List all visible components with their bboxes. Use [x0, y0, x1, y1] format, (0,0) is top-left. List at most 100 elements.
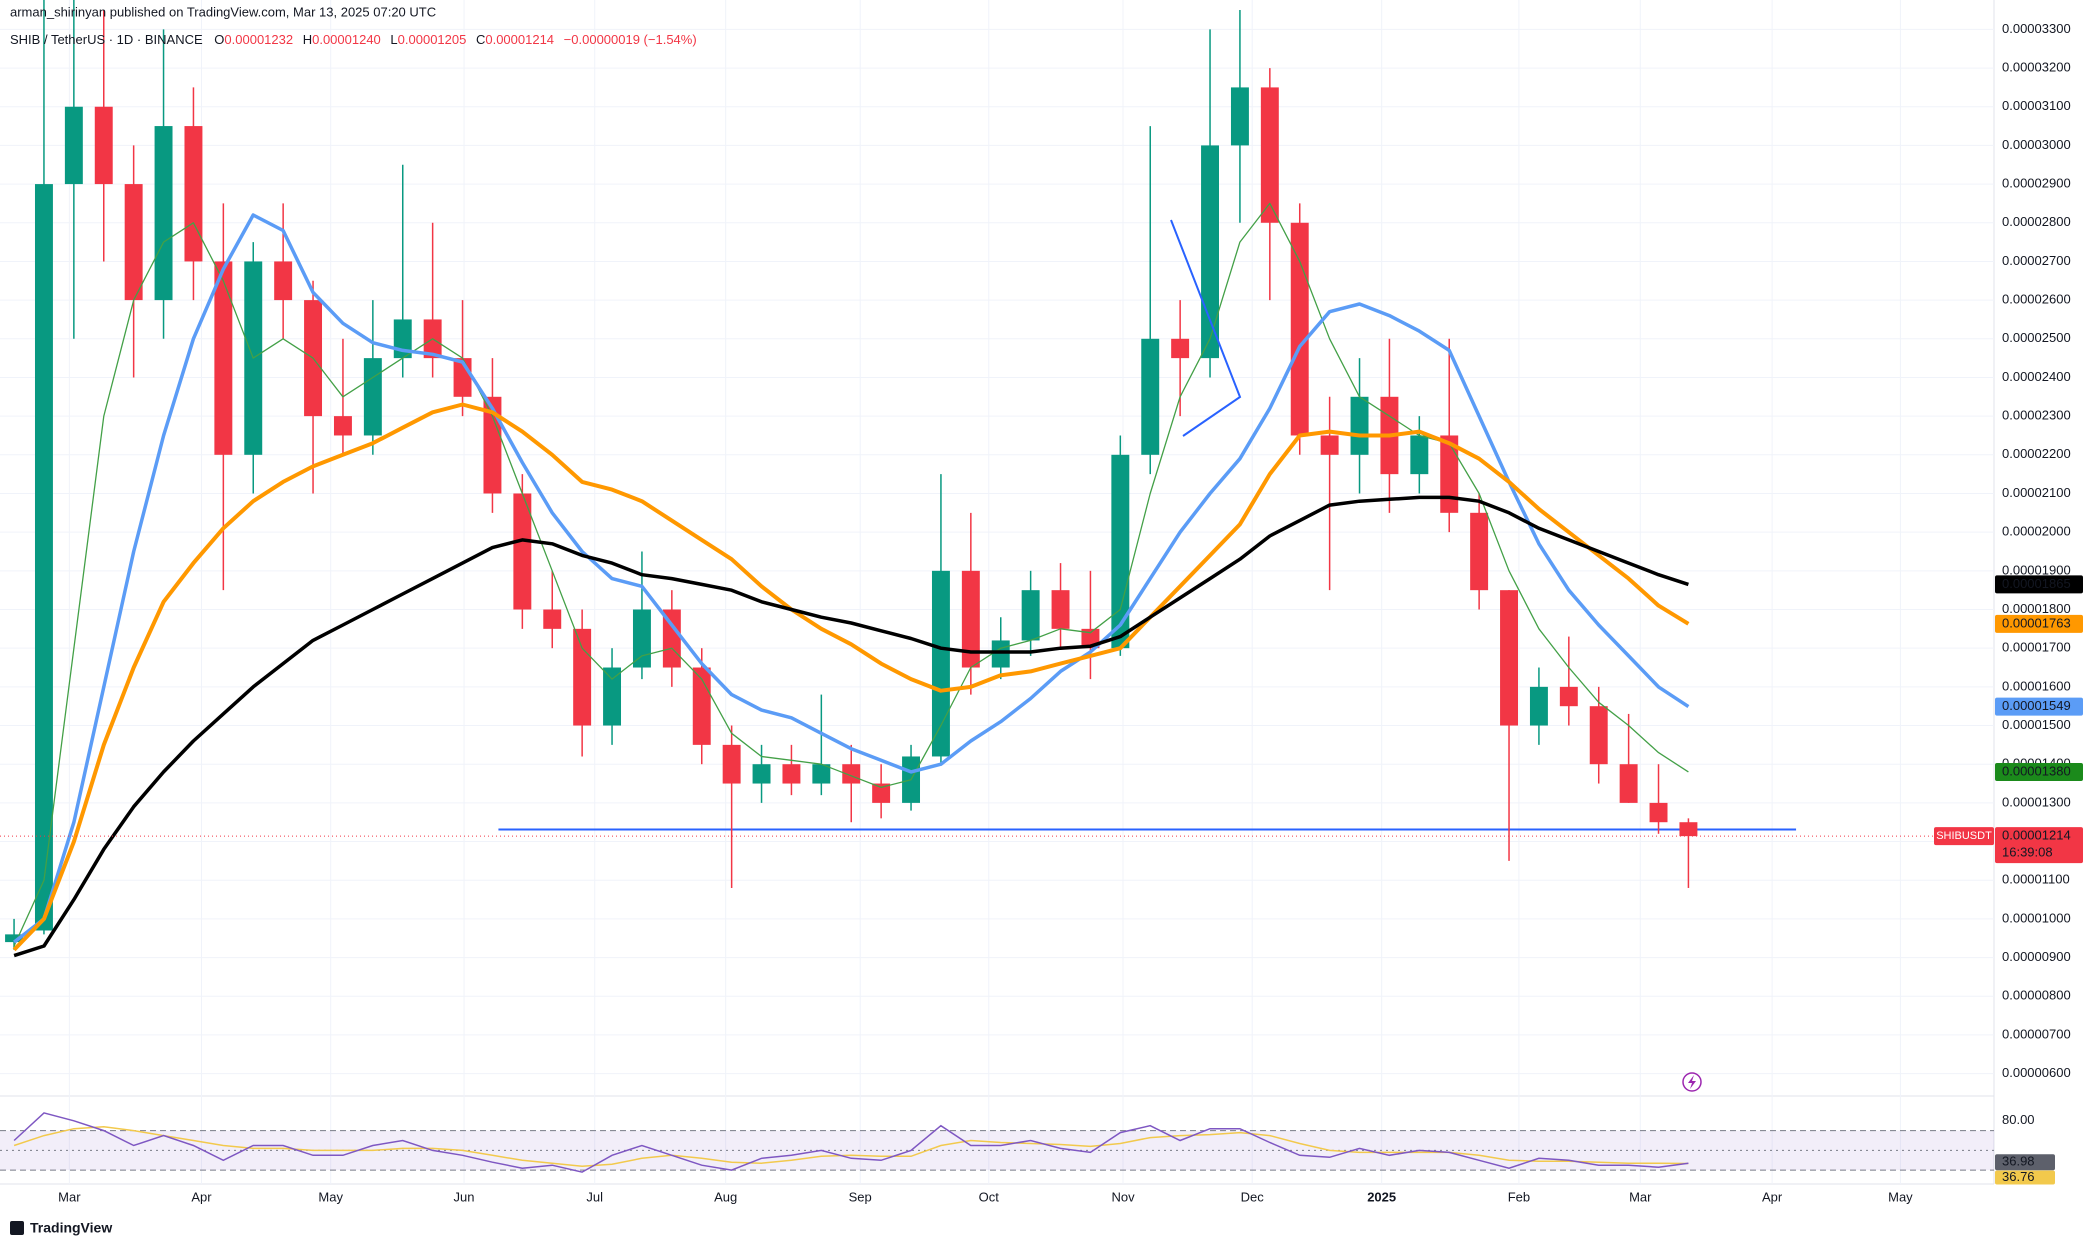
ma-price-tag — [1995, 575, 2083, 594]
logo: TradingView — [10, 1220, 112, 1236]
rsi-value-label: 36.98 — [2002, 1154, 2035, 1169]
y-tick-label: 0.00003000 — [2002, 137, 2071, 152]
ma-price-tag — [1995, 762, 2083, 781]
price-pane — [0, 0, 1994, 958]
candle-body — [991, 640, 1010, 668]
moving-average — [12, 402, 1690, 952]
symbol-tag — [1934, 827, 1994, 846]
axis-labels: 0.00000600 0.00000700 0.00000800 0.00000900… — [58, 21, 2083, 1204]
candle-body — [1201, 145, 1220, 359]
y-tick-label: 0.00000700 — [2002, 1026, 2071, 1041]
x-tick-label: 2025 — [1367, 1189, 1396, 1204]
y-tick-label: 0.00002100 — [2002, 485, 2071, 500]
candle-body — [483, 396, 502, 494]
candle-body — [1470, 512, 1489, 591]
candle-body — [274, 261, 293, 301]
y-tick-label: 0.00001100 — [2002, 872, 2070, 887]
candle-body — [1350, 396, 1369, 455]
rsi-ma-tag — [1995, 1170, 2055, 1185]
ma-price-label: 0.00001763 — [2002, 615, 2071, 630]
publisher: arman_shirinyan published on TradingView… — [10, 4, 436, 19]
rsi-tick-label: 80.00 — [2002, 1112, 2035, 1127]
y-tick-label: 0.00001500 — [2002, 717, 2071, 732]
candle-body — [1589, 706, 1608, 765]
x-tick-label: May — [318, 1189, 343, 1204]
y-tick-label: 0.00001700 — [2002, 640, 2071, 655]
y-tick-label: 0.00000600 — [2002, 1065, 2071, 1080]
candle-body — [931, 570, 950, 757]
y-tick-label: 0.00000900 — [2002, 949, 2071, 964]
y-tick-label: 0.00001300 — [2002, 794, 2071, 809]
x-tick-label: Dec — [1241, 1189, 1265, 1204]
candle-body — [1290, 222, 1309, 436]
x-tick-label: Nov — [1111, 1189, 1135, 1204]
price-tag — [1995, 827, 2083, 864]
symbol-line: SHIB / TetherUS · 1D · BINANCE O0.000012… — [10, 32, 697, 47]
y-tick-label: 0.00001900 — [2002, 562, 2071, 577]
x-tick-label: Aug — [714, 1189, 737, 1204]
candle-body — [363, 358, 382, 436]
triangle-drawing — [1170, 219, 1242, 437]
candle-body — [1410, 435, 1429, 475]
candle-body — [782, 764, 801, 784]
candle-body — [214, 261, 233, 455]
candle-body — [1141, 338, 1160, 455]
symbol-label: SHIBUSDT — [1936, 830, 1992, 842]
candle-body — [1679, 822, 1698, 837]
candle-body — [5, 934, 24, 943]
rsi-line — [13, 1112, 1689, 1173]
moving-average — [13, 213, 1690, 944]
candle-body — [722, 744, 741, 784]
price-label: 0.00001214 — [2002, 828, 2071, 843]
candle-body — [752, 764, 771, 784]
ohlc-value: 0.00001240 — [312, 32, 381, 47]
y-tick-label: 0.00002200 — [2002, 446, 2071, 461]
ma-price-label: 0.00001865 — [2002, 576, 2071, 591]
x-tick-label: Apr — [1762, 1189, 1783, 1204]
candle-body — [1260, 87, 1279, 223]
y-tick-label: 0.00002600 — [2002, 292, 2071, 307]
candle-body — [1111, 454, 1130, 649]
change: −0.00000019 (−1.54%) — [564, 32, 697, 47]
candle-body — [513, 493, 532, 610]
y-tick-label: 0.00002700 — [2002, 253, 2071, 268]
candle-body — [961, 570, 980, 668]
ma-price-tag — [1995, 614, 2083, 633]
candle-body — [1320, 435, 1339, 455]
candle-body — [1021, 590, 1040, 641]
alert-icon — [1682, 1072, 1702, 1092]
candle-body — [1649, 802, 1668, 823]
ohlc-key: O — [214, 32, 224, 47]
rsi-value-tag — [1995, 1154, 2055, 1171]
x-tick-label: Oct — [979, 1189, 1000, 1204]
ohlc-value: 0.00001232 — [224, 32, 293, 47]
rsi-ma-label: 36.76 — [2002, 1169, 2035, 1184]
candle-body — [64, 106, 83, 185]
candle-body — [872, 783, 891, 803]
ma-price-label: 0.00001380 — [2002, 763, 2071, 778]
y-tick-label: 0.00002300 — [2002, 408, 2071, 423]
candle-body — [812, 764, 831, 784]
moving-average — [13, 202, 1689, 947]
ohlc-value: 0.00001205 — [398, 32, 467, 47]
candle-body — [603, 667, 622, 726]
ohlc-value: 0.00001214 — [485, 32, 554, 47]
drawing-line — [1170, 219, 1242, 437]
y-tick-label: 0.00001600 — [2002, 678, 2071, 693]
x-tick-label: Mar — [58, 1189, 81, 1204]
y-tick-label: 0.00002000 — [2002, 524, 2071, 539]
x-tick-label: Feb — [1508, 1189, 1530, 1204]
moving-average — [13, 495, 1689, 958]
logo-mark — [10, 1221, 24, 1235]
candle-body — [573, 628, 592, 726]
y-tick-label: 0.00000800 — [2002, 988, 2071, 1003]
candle-body — [632, 609, 651, 668]
symbol: SHIB / TetherUS · 1D · BINANCE — [10, 32, 203, 47]
y-tick-label: 0.00001800 — [2002, 601, 2071, 616]
ma-price-label: 0.00001549 — [2002, 698, 2071, 713]
ohlc-key: C — [476, 32, 485, 47]
